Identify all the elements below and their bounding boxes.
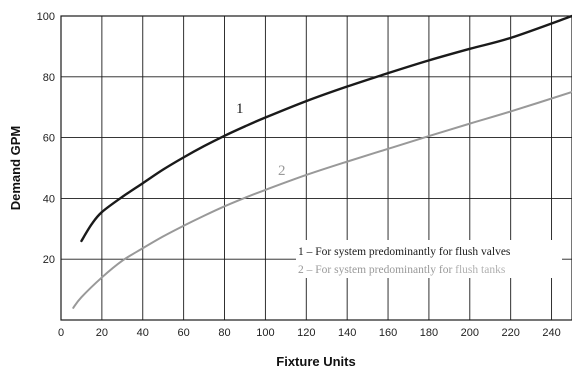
legend-item-2-highlight: flush tanks [455, 264, 506, 276]
x-tick-label: 140 [338, 327, 356, 339]
x-tick-label: 20 [96, 327, 108, 339]
x-tick-label: 40 [137, 327, 149, 339]
y-tick-label: 20 [43, 254, 55, 266]
y-tick-label: 40 [43, 193, 55, 205]
x-tick-label: 80 [218, 327, 230, 339]
y-axis-label: Demand GPM [8, 126, 23, 211]
legend-item-2-prefix: 2 – For system predominantly for [298, 264, 455, 276]
x-tick-label: 0 [58, 327, 64, 339]
y-tick-label: 60 [43, 133, 55, 145]
series-line-1 [80, 14, 572, 243]
x-tick-label: 60 [178, 327, 190, 339]
x-tick-label: 200 [461, 327, 479, 339]
tick-labels: 0 20 40 60 80 100 120 140 160 180 200 220 240 20 40 60 8… [37, 11, 561, 339]
legend-item-2: 2 – For system predominantly for flush t… [298, 264, 506, 276]
curve-label-2: 2 [278, 163, 286, 179]
x-tick-label: 180 [420, 327, 438, 339]
legend-item-1: 1 – For system predominantly for flush v… [298, 246, 511, 258]
curve-label-1: 1 [236, 101, 244, 117]
legend-item-1-prefix: 1 – For system predominantly for [298, 246, 455, 258]
x-tick-label: 120 [297, 327, 315, 339]
legend-item-1-highlight: flush valves [455, 246, 511, 258]
y-tick-label: 80 [43, 72, 55, 84]
series-layer [72, 14, 572, 309]
legend-box [296, 240, 562, 278]
y-tick-label: 100 [37, 11, 55, 23]
x-tick-label: 220 [502, 327, 520, 339]
x-axis-label: Fixture Units [276, 354, 355, 369]
series-line-2 [72, 91, 572, 309]
x-tick-label: 100 [256, 327, 274, 339]
plot-frame [60, 15, 572, 321]
x-tick-label: 160 [379, 327, 397, 339]
x-tick-label: 240 [542, 327, 560, 339]
